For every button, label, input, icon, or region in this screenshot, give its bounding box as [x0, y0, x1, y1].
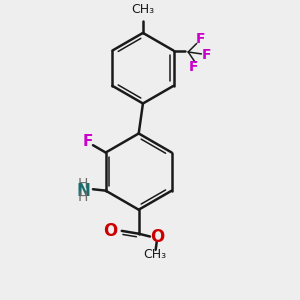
Text: F: F: [82, 134, 92, 149]
Text: H: H: [78, 190, 88, 204]
Text: F: F: [189, 61, 199, 74]
Text: F: F: [196, 32, 206, 46]
Text: O: O: [150, 227, 164, 245]
Text: F: F: [202, 48, 211, 62]
Text: H: H: [78, 177, 88, 191]
Text: CH₃: CH₃: [131, 3, 154, 16]
Text: N: N: [76, 182, 90, 200]
Text: O: O: [103, 222, 118, 240]
Text: CH₃: CH₃: [143, 248, 166, 261]
